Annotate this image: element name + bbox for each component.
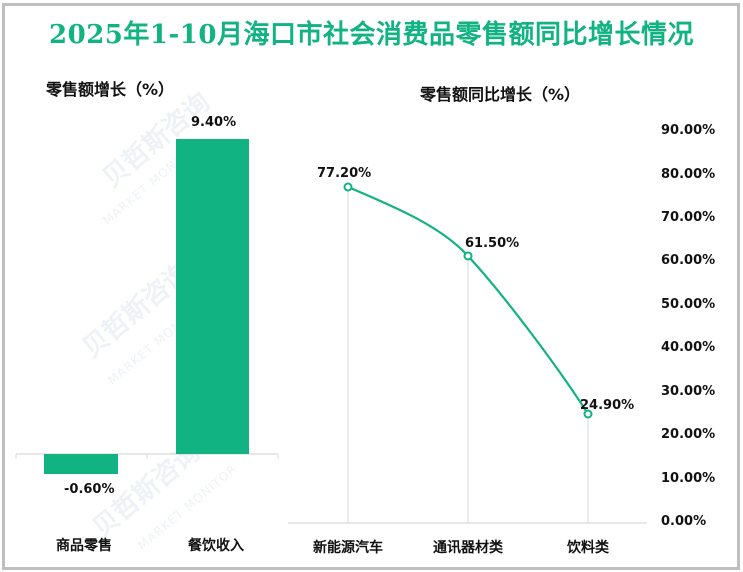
y-tick-label: 10.00% bbox=[661, 471, 716, 486]
y-tick-label: 90.00% bbox=[661, 123, 716, 138]
y-tick-label: 30.00% bbox=[661, 384, 716, 399]
bar-data-label: -0.60% bbox=[64, 482, 115, 497]
line-category-label: 饮料类 bbox=[567, 540, 609, 556]
line-data-label: 61.50% bbox=[465, 236, 520, 251]
bar-category-label: 商品零售 bbox=[56, 538, 112, 554]
line-category-label: 新能源汽车 bbox=[313, 540, 383, 556]
bar-chart-title: 零售额增长（%） bbox=[46, 80, 175, 99]
bar-category-label: 餐饮收入 bbox=[188, 538, 244, 554]
y-tick-label: 70.00% bbox=[661, 210, 716, 225]
line-data-label: 77.20% bbox=[317, 166, 372, 181]
y-tick-label: 50.00% bbox=[661, 297, 716, 312]
bar-data-label: 9.40% bbox=[191, 115, 237, 130]
y-tick-label: 80.00% bbox=[661, 167, 716, 182]
line-category-label: 通讯器材类 bbox=[433, 540, 503, 556]
chart-frame bbox=[2, 3, 740, 570]
line-data-label: 24.90% bbox=[580, 398, 635, 413]
bar-商品零售 bbox=[44, 454, 118, 474]
y-tick-label: 40.00% bbox=[661, 340, 716, 355]
chart-title: 2025年1-10月海口市社会消费品零售额同比增长情况 bbox=[49, 20, 694, 50]
y-tick-label: 60.00% bbox=[661, 253, 716, 268]
y-tick-label: 20.00% bbox=[661, 427, 716, 442]
y-tick-label: 0.00% bbox=[661, 514, 707, 529]
bar-餐饮收入 bbox=[176, 139, 249, 454]
line-chart-title: 零售额同比增长（%） bbox=[420, 85, 581, 104]
